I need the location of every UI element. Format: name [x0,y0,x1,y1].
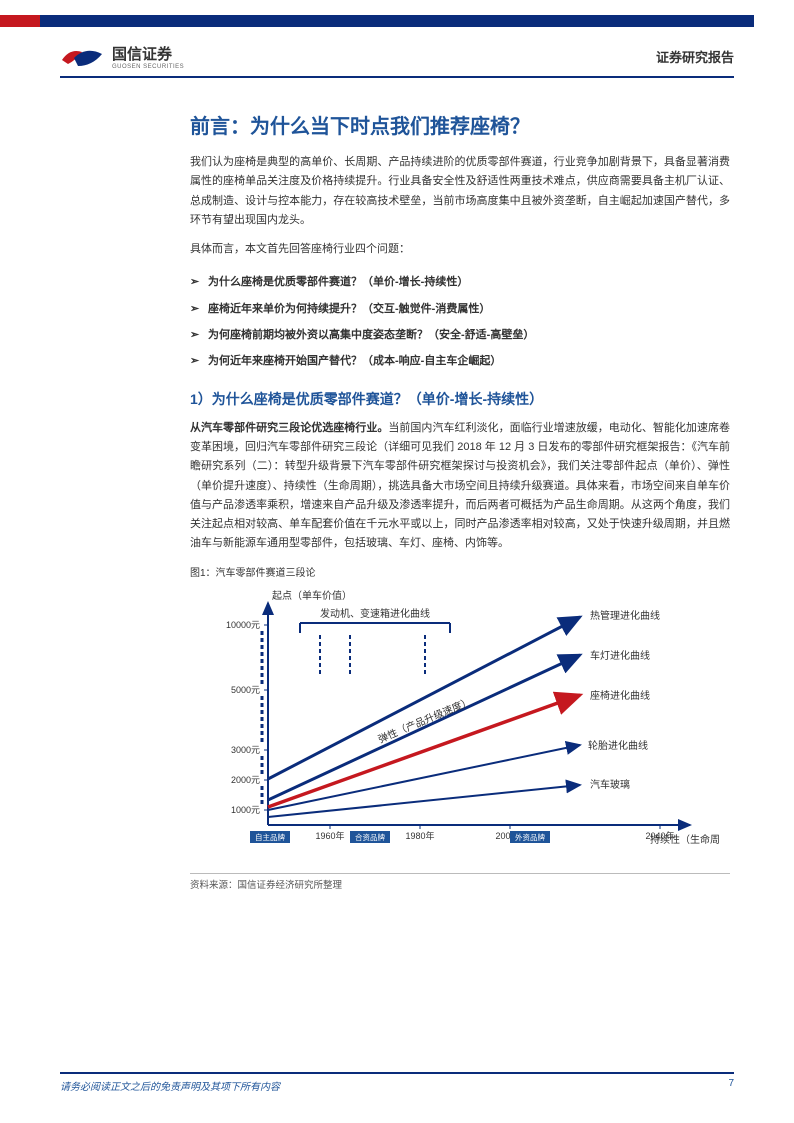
section-paragraph: 从汽车零部件研究三段论优选座椅行业。当前国内汽车红利淡化，面临行业增速放缓，电动… [190,419,730,554]
svg-text:车灯进化曲线: 车灯进化曲线 [590,649,650,662]
main-content: 前言：为什么当下时点我们推荐座椅？ 我们认为座椅是典型的高单价、长周期、产品持续… [190,110,730,891]
section-title: 1）为什么座椅是优质零部件赛道？（单价-增长-持续性） [190,389,730,409]
stripe-blue [40,15,754,27]
svg-text:1960年: 1960年 [315,830,344,841]
svg-text:自主品牌: 自主品牌 [255,832,285,842]
svg-text:座椅进化曲线: 座椅进化曲线 [590,689,650,702]
stripe-red [0,15,40,27]
company-name-en: GUOSEN SECURITIES [112,64,184,70]
svg-text:发动机、变速箱进化曲线: 发动机、变速箱进化曲线 [320,607,430,620]
list-item: 座椅近年来单价为何持续提升？（交互-触觉件-消费属性） [190,296,730,322]
page-footer: 请务必阅读正文之后的免责声明及其项下所有内容 7 [60,1072,734,1093]
svg-text:合资品牌: 合资品牌 [355,832,385,842]
svg-text:2000元: 2000元 [231,775,260,785]
list-item: 为何座椅前期均被外资以高集中度姿态垄断？（安全-舒适-高壁垒） [190,322,730,348]
svg-text:10000元: 10000元 [226,620,260,630]
svg-text:1980年: 1980年 [405,830,434,841]
lead-in: 具体而言，本文首先回答座椅行业四个问题： [190,240,730,259]
section-body: 当前国内汽车红利淡化，面临行业增速放缓，电动化、智能化加速席卷变革困境，回归汽车… [190,422,730,550]
intro-paragraph: 我们认为座椅是典型的高单价、长周期、产品持续进阶的优质零部件赛道，行业竞争加剧背… [190,153,730,230]
list-item: 为何近年来座椅开始国产替代？（成本-响应-自主车企崛起） [190,348,730,374]
figure-caption: 图1：汽车零部件赛道三段论 [190,564,730,579]
bold-lead: 从汽车零部件研究三段论优选座椅行业。 [190,422,388,434]
svg-text:外资品牌: 外资品牌 [515,832,545,842]
doc-type: 证券研究报告 [656,47,734,66]
list-item: 为什么座椅是优质零部件赛道？（单价-增长-持续性） [190,269,730,295]
company-name-cn: 国信证券 [112,43,184,64]
footer-disclaimer: 请务必阅读正文之后的免责声明及其项下所有内容 [60,1078,280,1093]
svg-text:汽车玻璃: 汽车玻璃 [590,778,630,791]
svg-text:3000元: 3000元 [231,745,260,755]
svg-text:5000元: 5000元 [231,685,260,695]
page-number: 7 [728,1078,734,1093]
question-list: 为什么座椅是优质零部件赛道？（单价-增长-持续性） 座椅近年来单价为何持续提升？… [190,269,730,375]
company-logo: 国信证券 GUOSEN SECURITIES [60,42,184,70]
svg-text:起点（单车价值）: 起点（单车价值） [272,589,352,602]
svg-text:1000元: 1000元 [231,805,260,815]
svg-text:热管理进化曲线: 热管理进化曲线 [590,609,660,622]
figure-source: 资料来源：国信证券经济研究所整理 [190,873,730,891]
logo-text: 国信证券 GUOSEN SECURITIES [112,43,184,70]
logo-icon [60,42,104,70]
top-stripe [0,15,794,27]
svg-text:轮胎进化曲线: 轮胎进化曲线 [588,739,648,752]
svg-text:2040年: 2040年 [645,830,674,841]
page-title: 前言：为什么当下时点我们推荐座椅？ [190,110,730,139]
page-header: 国信证券 GUOSEN SECURITIES 证券研究报告 [60,42,734,78]
chart-three-stage: 起点（单车价值）持续性（生命周期）10000元5000元3000元2000元10… [190,585,720,865]
